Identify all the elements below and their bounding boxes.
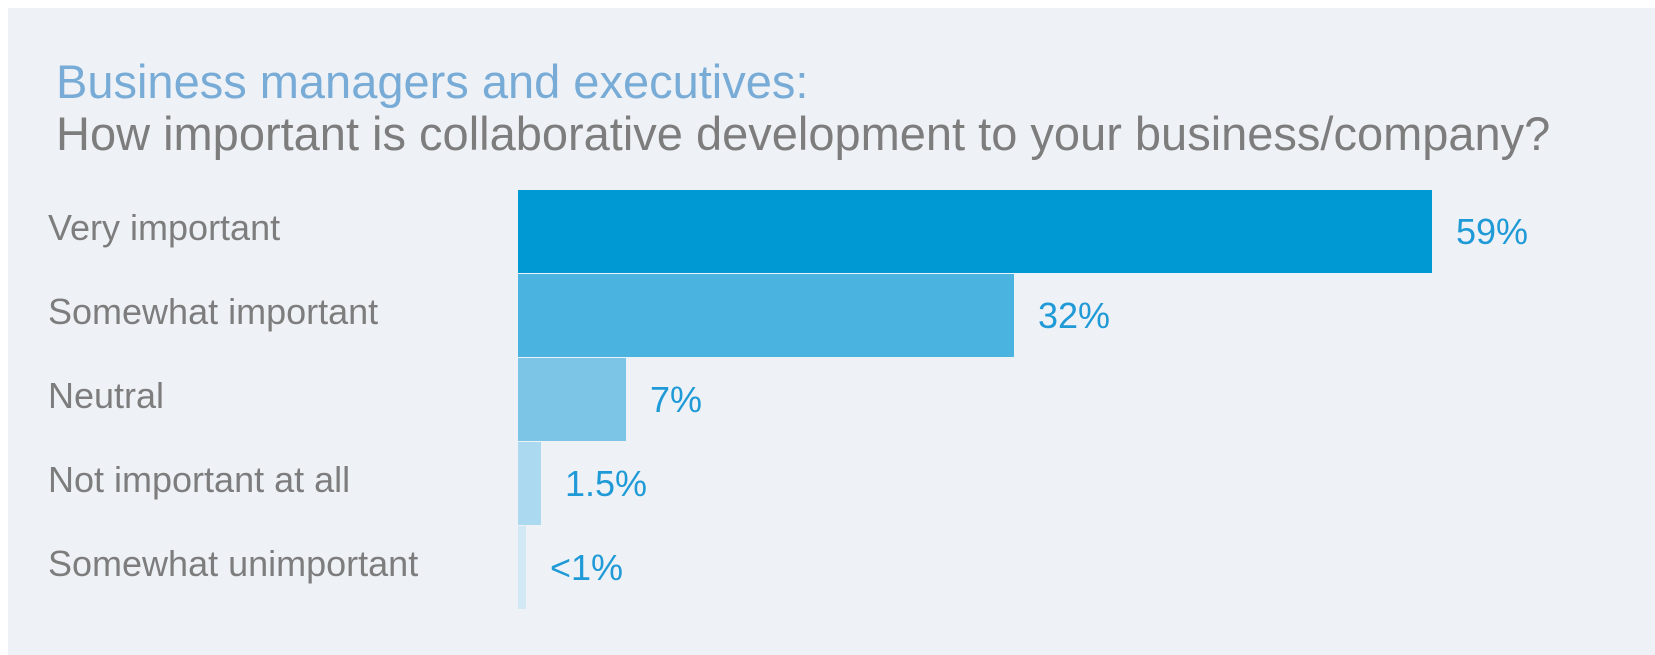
category-label-neutral: Neutral [48,374,165,416]
value-label-very-important: 59% [1456,210,1529,252]
category-label-somewhat-important: Somewhat important [48,290,379,332]
chart-title: Business managers and executives: [56,55,809,108]
bar-somewhat-important [518,274,1014,357]
value-label-not-important-at-all: 1.5% [565,462,648,504]
bar-neutral [518,358,626,441]
bar-not-important-at-all [518,442,541,525]
value-label-somewhat-unimportant: <1% [550,546,624,588]
bar-very-important [518,190,1432,273]
category-label-somewhat-unimportant: Somewhat unimportant [48,542,419,584]
value-label-somewhat-important: 32% [1038,294,1111,336]
category-label-very-important: Very important [48,206,281,248]
chart-subtitle: How important is collaborative developme… [56,107,1551,160]
value-label-neutral: 7% [650,378,703,420]
category-label-not-important-at-all: Not important at all [48,458,351,500]
bar-somewhat-unimportant [518,526,526,609]
chart-panel: Business managers and executives: How im… [8,8,1655,655]
